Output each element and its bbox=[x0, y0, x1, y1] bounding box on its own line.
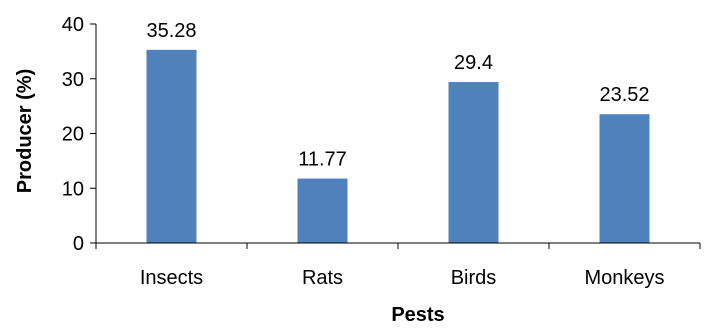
y-axis-title: Producer (%) bbox=[14, 69, 36, 193]
data-label: 35.28 bbox=[146, 20, 196, 42]
x-category-label: Monkeys bbox=[584, 267, 664, 289]
data-label: 29.4 bbox=[454, 52, 493, 74]
y-tick-label: 20 bbox=[62, 124, 84, 146]
y-ticks-layer: 0 10 20 30 40 bbox=[62, 14, 701, 255]
x-axis-title: Pests bbox=[391, 304, 444, 324]
y-tick-label: 0 bbox=[73, 233, 84, 255]
data-label: 11.77 bbox=[298, 149, 347, 171]
bar-rats bbox=[297, 178, 348, 243]
bar-insects bbox=[146, 49, 197, 244]
x-category-label: Birds bbox=[451, 267, 497, 289]
data-label: 23.52 bbox=[599, 84, 649, 106]
bar-monkeys bbox=[599, 114, 650, 243]
y-tick-label: 40 bbox=[62, 14, 84, 36]
y-tick-label: 10 bbox=[62, 178, 84, 200]
data-labels-layer: 35.28 11.77 29.4 23.52 bbox=[146, 20, 649, 171]
bars-layer bbox=[146, 49, 650, 244]
y-tick-label: 30 bbox=[62, 69, 84, 91]
x-category-label: Rats bbox=[302, 267, 343, 289]
x-category-label: Insects bbox=[140, 267, 203, 289]
x-category-layer: Insects Rats Birds Monkeys bbox=[140, 267, 665, 289]
bar-birds bbox=[448, 82, 499, 243]
